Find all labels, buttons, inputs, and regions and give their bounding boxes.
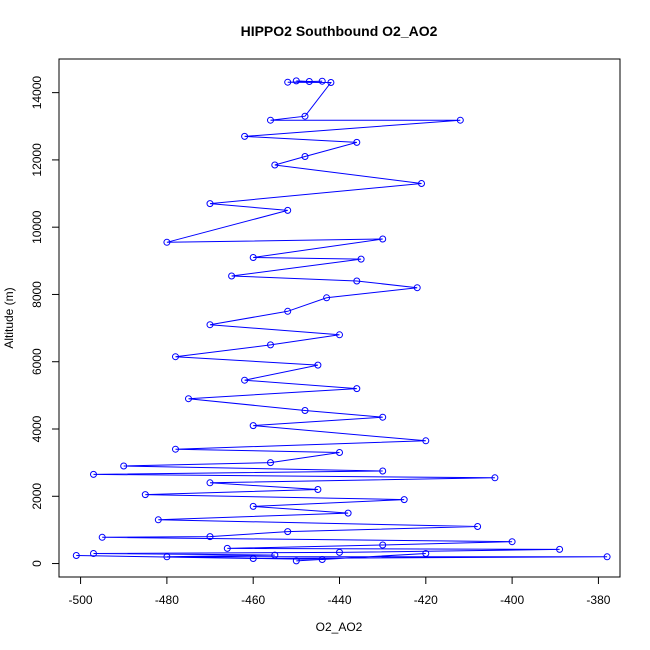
- data-point: [284, 307, 292, 315]
- data-point: [314, 361, 322, 369]
- data-point: [172, 353, 179, 361]
- data-point: [98, 533, 106, 541]
- y-tick-label: 10000: [30, 210, 44, 244]
- data-point: [353, 138, 361, 146]
- data-point: [508, 538, 516, 546]
- data-point: [120, 462, 128, 470]
- data-point: [456, 116, 464, 124]
- data-point: [305, 78, 313, 85]
- data-point: [379, 541, 387, 549]
- data-point: [271, 161, 279, 169]
- data-point: [206, 479, 214, 487]
- data-point: [422, 437, 430, 445]
- data-point: [185, 395, 192, 403]
- y-tick-label: 6000: [30, 348, 44, 375]
- data-point: [418, 180, 425, 187]
- data-point: [249, 555, 257, 562]
- data-point: [400, 496, 408, 504]
- data-point: [223, 544, 231, 552]
- data-point: [90, 550, 97, 557]
- data-point: [318, 556, 326, 563]
- data-point: [491, 474, 499, 482]
- data-point: [163, 553, 171, 561]
- data-point: [228, 272, 236, 280]
- data-point: [249, 422, 257, 430]
- data-point: [249, 254, 257, 261]
- data-point: [301, 407, 309, 414]
- x-tick-label: -500: [69, 593, 93, 607]
- x-axis-label: O2_AO2: [316, 620, 363, 634]
- y-tick-label: 2000: [30, 483, 44, 510]
- data-point: [292, 77, 300, 85]
- y-axis: 0 2000 4000 6000 8000 10000 12000 14000: [30, 76, 60, 567]
- data-point: [271, 551, 279, 559]
- data-point: [206, 533, 214, 541]
- data-point: [327, 79, 335, 86]
- data-point: [379, 235, 387, 243]
- data-point: [172, 445, 179, 453]
- data-point: [603, 553, 611, 561]
- data-point: [318, 77, 326, 85]
- y-tick-label: 8000: [30, 281, 44, 308]
- data-point: [336, 449, 343, 456]
- y-tick-label: 0: [30, 560, 44, 567]
- data-point: [284, 206, 292, 214]
- data-point: [267, 116, 274, 124]
- chart-title: HIPPO2 Southbound O2_AO2: [241, 23, 438, 39]
- data-point: [556, 545, 564, 553]
- data-point: [284, 78, 292, 86]
- data-point: [267, 459, 274, 467]
- series-line: [76, 80, 608, 562]
- data-point: [267, 341, 274, 349]
- data-point: [206, 321, 214, 329]
- data-point: [336, 548, 343, 556]
- x-tick-label: -440: [327, 593, 351, 607]
- data-point: [241, 132, 249, 140]
- data-point: [353, 385, 361, 393]
- data-point: [323, 294, 331, 302]
- data-point: [241, 376, 249, 384]
- data-point: [72, 552, 80, 559]
- data-point: [141, 491, 149, 499]
- data-point: [336, 331, 343, 339]
- data-point: [379, 413, 387, 421]
- data-point: [413, 284, 421, 292]
- y-tick-label: 4000: [30, 415, 44, 442]
- data-point: [422, 550, 430, 557]
- data-point: [379, 467, 387, 475]
- x-axis: -500 -480 -460 -440 -420 -400 -380: [69, 576, 611, 607]
- x-tick-label: -420: [414, 593, 438, 607]
- data-point: [474, 523, 482, 530]
- data-point: [353, 277, 361, 285]
- data-point: [292, 557, 300, 565]
- data-point: [90, 470, 97, 478]
- x-tick-label: -380: [586, 593, 610, 607]
- data-point: [344, 509, 352, 517]
- plot-frame: [58, 58, 621, 578]
- plot-area: [72, 77, 611, 565]
- y-tick-label: 12000: [30, 143, 44, 177]
- data-point: [163, 238, 171, 246]
- y-tick-label: 14000: [30, 76, 44, 110]
- data-point: [301, 153, 309, 160]
- data-point: [154, 516, 162, 524]
- y-axis-label: Altitude (m): [2, 287, 16, 348]
- x-tick-label: -400: [500, 593, 524, 607]
- data-point: [301, 112, 309, 120]
- data-point: [249, 502, 257, 510]
- x-tick-label: -460: [241, 593, 265, 607]
- data-point: [206, 200, 214, 208]
- data-point: [314, 486, 322, 493]
- x-tick-label: -480: [155, 593, 179, 607]
- data-point: [357, 255, 365, 263]
- data-point: [284, 528, 292, 536]
